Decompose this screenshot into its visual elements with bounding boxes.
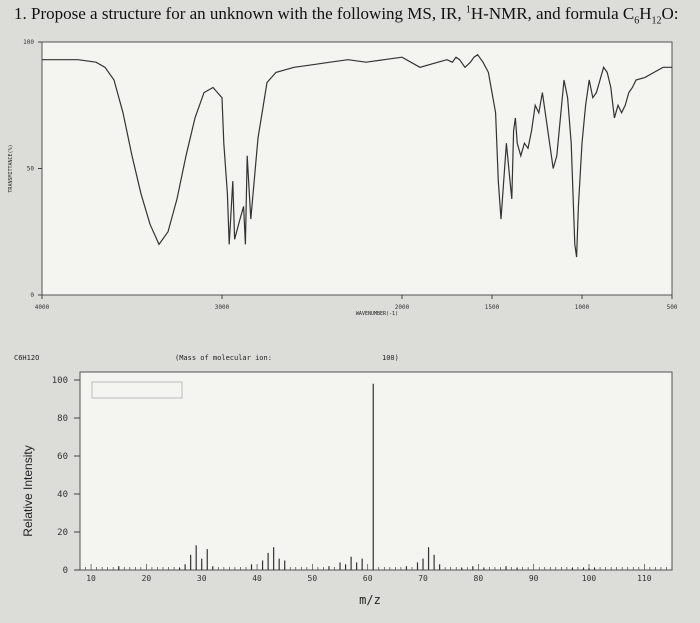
ms-y-tick-label: 20	[57, 528, 68, 538]
ir-y-axis-label: TRANSMITTANCE(%)	[8, 144, 14, 192]
ir-x-tick-label: 1500	[485, 304, 500, 311]
ms-y-tick-label: 80	[57, 414, 68, 424]
question-text: 1. Propose a structure for an unknown wi…	[14, 4, 679, 26]
ms-header-value: 100)	[382, 354, 399, 362]
ir-spectrum-line	[42, 53, 672, 258]
ir-y-tick-label: 0	[30, 292, 34, 299]
ms-y-tick-label: 0	[63, 566, 68, 576]
ms-x-axis-label: m/z	[359, 593, 381, 607]
oxygen-symbol: O:	[661, 4, 679, 23]
nmr-superscript: 1	[465, 4, 471, 16]
ms-plot-area	[79, 371, 673, 571]
ir-y-tick-label: 50	[27, 166, 35, 173]
ms-x-tick-label: 70	[418, 574, 428, 583]
ir-plot-area	[41, 41, 673, 296]
ms-x-tick-label: 110	[637, 574, 652, 583]
ms-x-tick-label: 10	[86, 574, 96, 583]
ms-y-tick-label: 40	[57, 490, 68, 500]
ms-y-axis-label: Relative Intensity	[21, 445, 35, 536]
ms-header-note: (Mass of molecular ion:	[175, 354, 272, 362]
ms-x-tick-label: 90	[529, 574, 539, 583]
ir-x-axis-label: WAVENUMBER(-1)	[356, 311, 398, 317]
ir-x-tick-label: 500	[667, 304, 678, 311]
ms-x-tick-label: 50	[308, 574, 318, 583]
carbon-subscript: 6	[634, 15, 640, 27]
ms-legend-box	[91, 381, 183, 399]
ir-x-tick-label: 4000	[35, 304, 50, 311]
hydrogen-subscript: 12	[651, 15, 662, 27]
ir-x-tick-label: 1000	[575, 304, 590, 311]
ms-header-formula: C6H12O	[14, 354, 39, 362]
ms-y-tick-label: 60	[57, 452, 68, 462]
ms-x-tick-label: 80	[474, 574, 484, 583]
ir-x-tick-label: 3000	[215, 304, 230, 311]
ms-x-tick-label: 100	[582, 574, 597, 583]
ms-x-tick-label: 30	[197, 574, 207, 583]
ms-x-tick-label: 20	[142, 574, 152, 583]
hydrogen-symbol: H	[639, 4, 652, 23]
ms-x-tick-label: 40	[252, 574, 262, 583]
ms-x-tick-label: 60	[363, 574, 373, 583]
ir-y-tick-label: 100	[23, 39, 34, 46]
question-prefix: 1. Propose a structure for an unknown wi…	[14, 4, 466, 23]
ir-x-tick-label: 2000	[395, 304, 410, 311]
ms-y-tick-label: 100	[52, 376, 68, 386]
question-nmr-text: H-NMR, and formula C	[470, 4, 635, 23]
